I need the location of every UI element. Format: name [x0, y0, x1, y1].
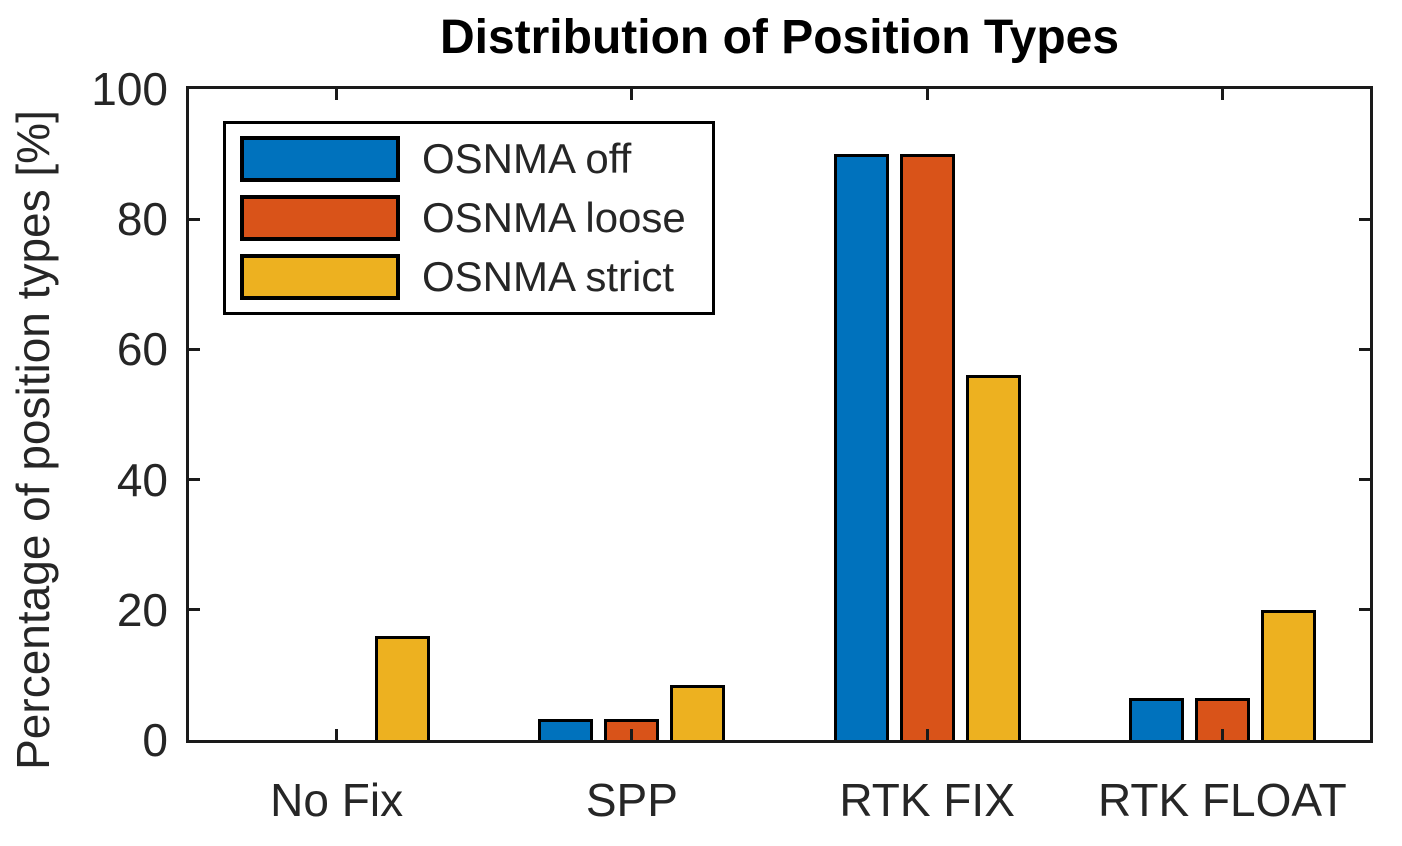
x-tick-spp — [630, 89, 634, 100]
y-tick-40 — [189, 478, 200, 482]
legend-label-osnma-loose: OSNMA loose — [422, 194, 686, 241]
y-tick-label-0: 0 — [142, 714, 168, 766]
y-tick-60 — [189, 347, 200, 351]
y-tick-20 — [189, 608, 200, 612]
x-tick-rtk-float — [1220, 729, 1224, 740]
bar-osnma-off-rtk-float — [1128, 698, 1184, 740]
y-tick-80 — [189, 217, 200, 221]
x-tick-label-no-fix: No Fix — [270, 774, 404, 826]
x-tick-label-rtk-float: RTK FLOAT — [1097, 774, 1347, 826]
y-tick-80 — [1359, 217, 1370, 221]
y-tick-40 — [1359, 478, 1370, 482]
bar-osnma-off-spp — [538, 719, 594, 740]
y-tick-60 — [1359, 347, 1370, 351]
y-tick-label-100: 100 — [91, 63, 168, 115]
chart-title: Distribution of Position Types — [439, 11, 1120, 64]
legend: OSNMA off OSNMA loose OSNMA strict — [223, 121, 715, 315]
x-tick-rtk-float — [1220, 89, 1224, 100]
bar-osnma-strict-rtk-fix — [965, 375, 1021, 740]
x-tick-no-fix — [335, 89, 339, 100]
x-tick-rtk-fix — [925, 89, 929, 100]
y-tick-label-20: 20 — [116, 583, 168, 636]
x-tick-rtk-fix — [925, 729, 929, 740]
x-tick-label-rtk-fix: RTK FIX — [839, 774, 1015, 826]
x-tick-label-spp: SPP — [585, 774, 678, 826]
y-tick-label-80: 80 — [116, 193, 168, 246]
bar-osnma-off-rtk-fix — [833, 154, 889, 740]
y-tick-20 — [1359, 608, 1370, 612]
bar-osnma-strict-rtk-float — [1260, 610, 1316, 740]
legend-row-osnma-off: OSNMA off — [240, 135, 686, 183]
plot-area: OSNMA off OSNMA loose OSNMA strict — [186, 86, 1373, 743]
legend-swatch-osnma-strict — [240, 254, 400, 300]
bar-osnma-strict-no-fix — [375, 636, 431, 740]
x-tick-spp — [630, 729, 634, 740]
legend-swatch-osnma-loose — [240, 195, 400, 241]
legend-label-osnma-strict: OSNMA strict — [422, 253, 675, 300]
legend-row-osnma-loose: OSNMA loose — [240, 194, 686, 242]
legend-label-osnma-off: OSNMA off — [422, 135, 632, 182]
x-tick-no-fix — [335, 729, 339, 740]
legend-row-osnma-strict: OSNMA strict — [240, 253, 686, 301]
y-tick-label-40: 40 — [116, 453, 168, 506]
legend-swatch-osnma-off — [240, 136, 400, 182]
bar-osnma-loose-rtk-fix — [899, 154, 955, 740]
bar-osnma-strict-spp — [670, 685, 726, 740]
y-tick-label-60: 60 — [116, 323, 168, 376]
